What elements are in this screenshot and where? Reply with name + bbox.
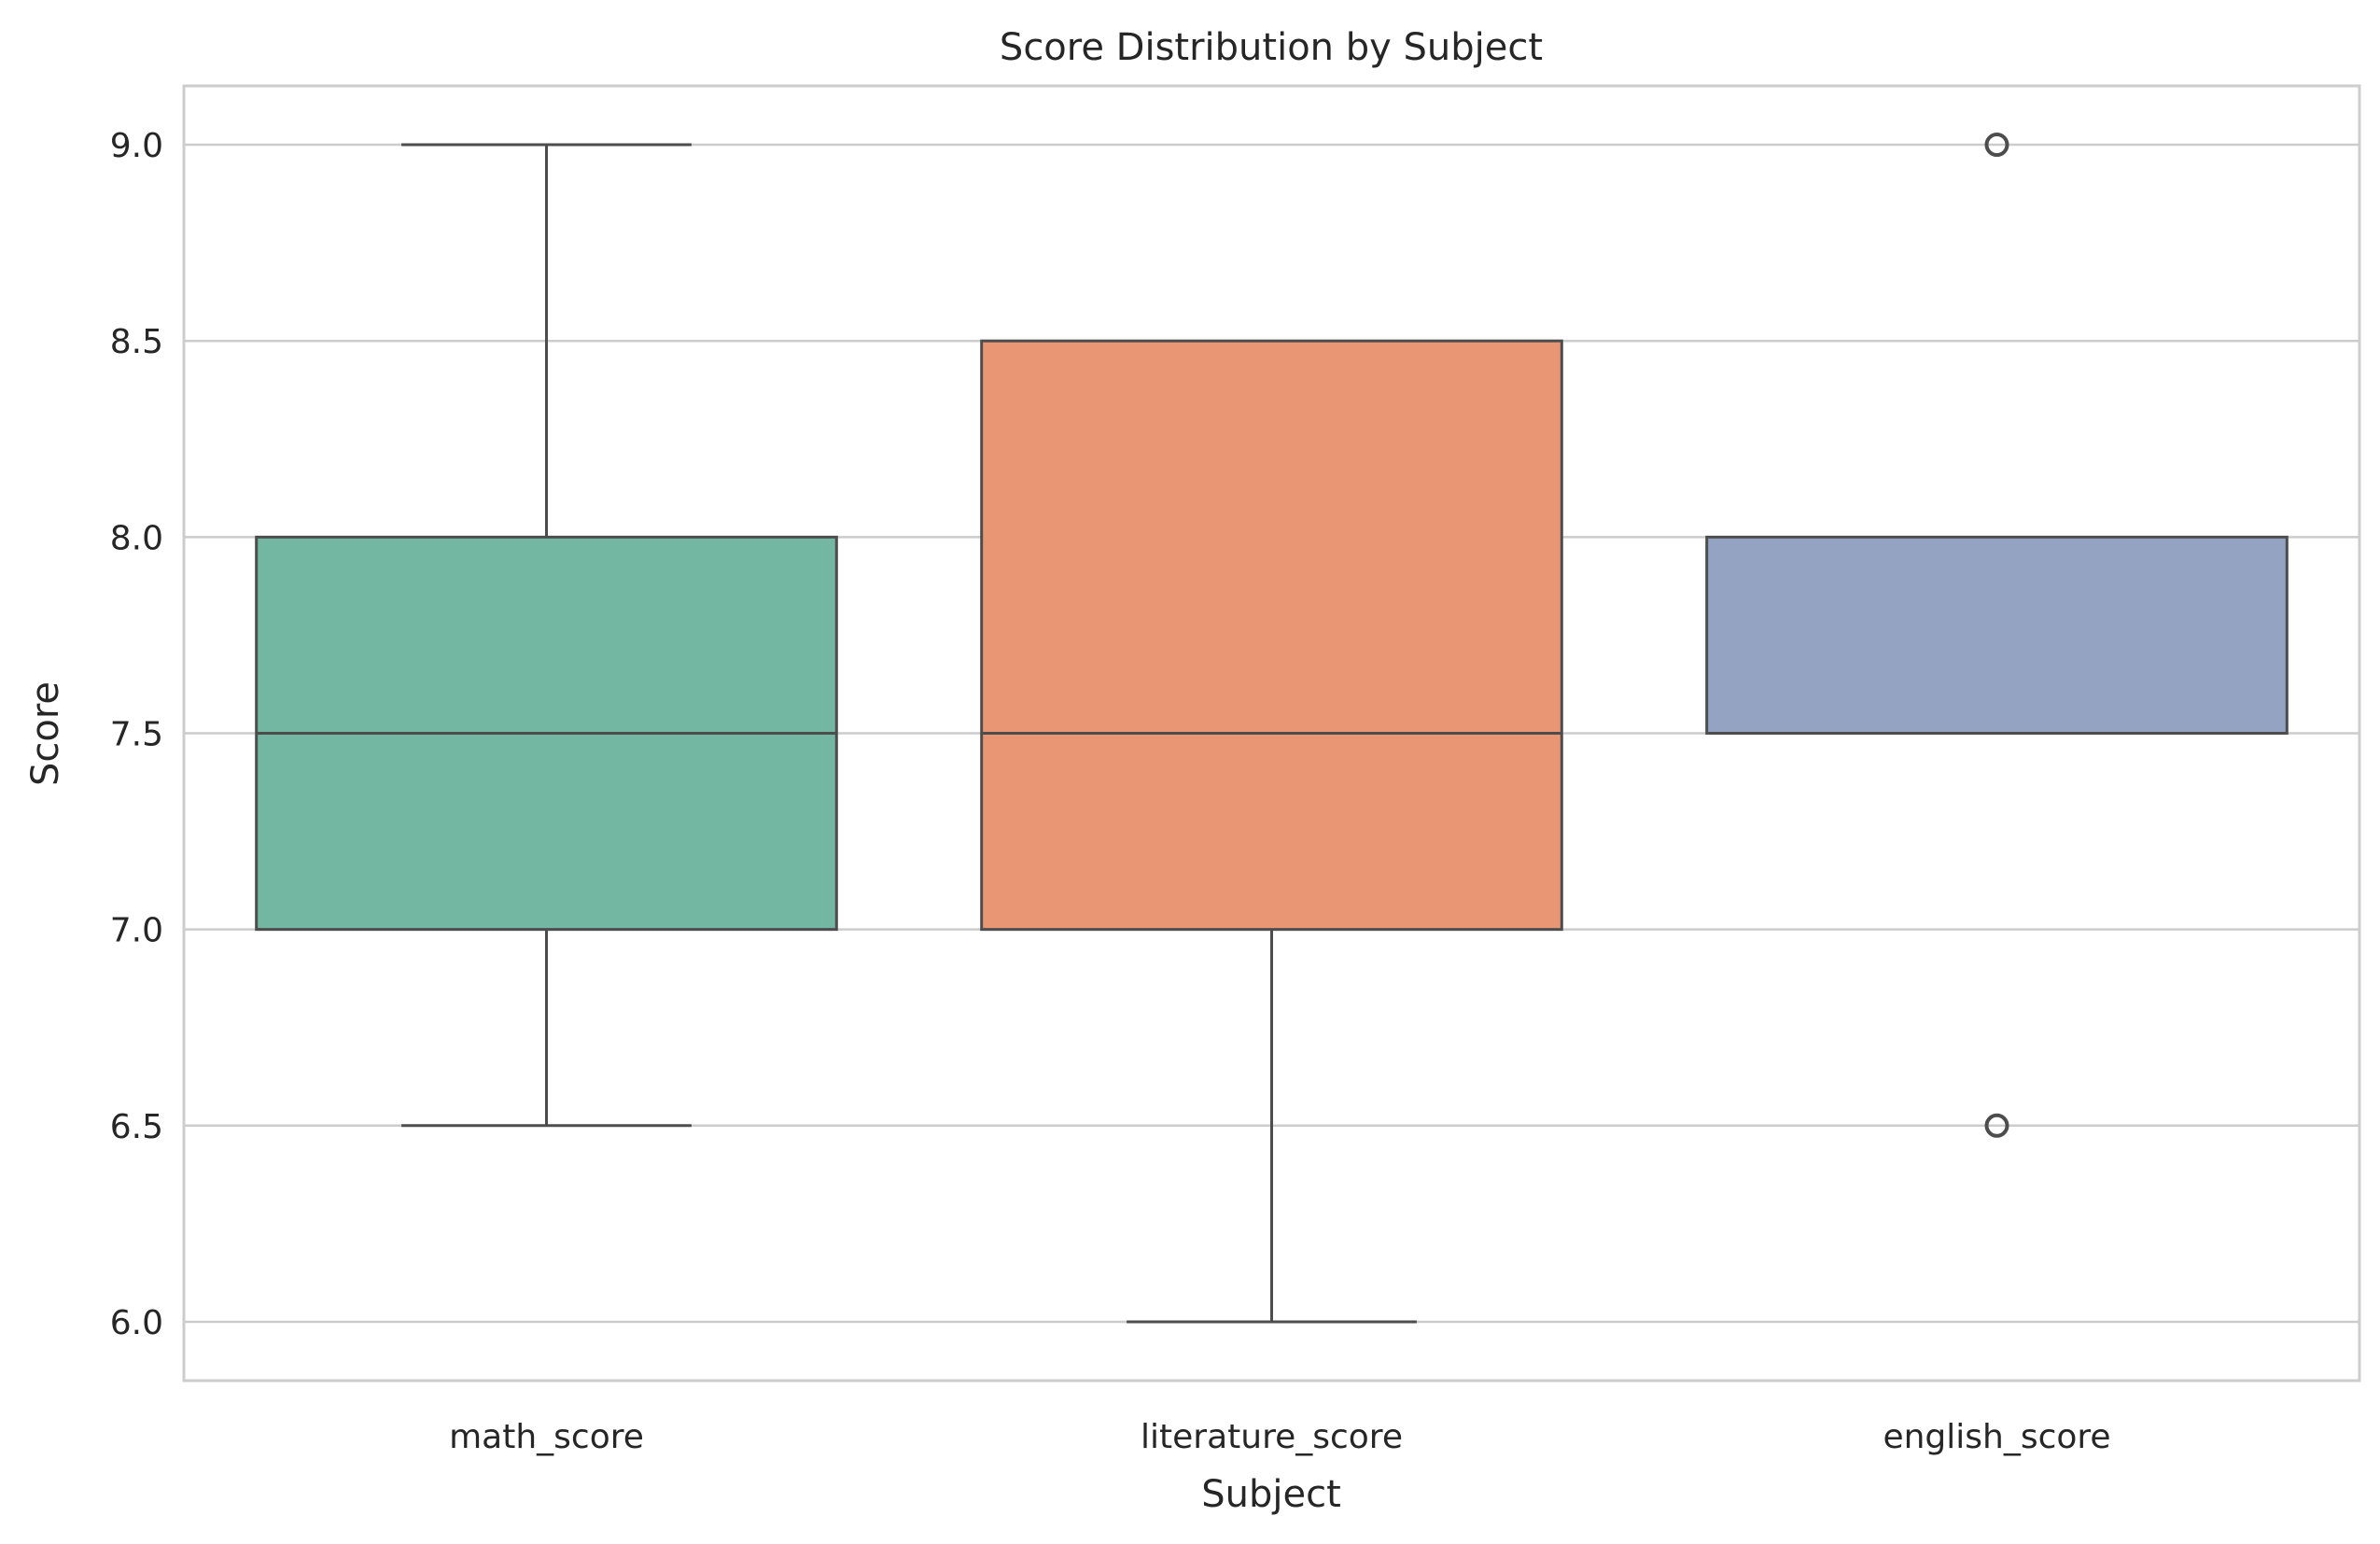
box-iqr bbox=[1705, 535, 2289, 736]
x-tick-label: math_score bbox=[449, 1418, 644, 1456]
y-tick-label: 6.0 bbox=[110, 1304, 163, 1342]
y-tick-label: 9.0 bbox=[110, 127, 163, 165]
y-tick-label: 6.5 bbox=[110, 1108, 163, 1146]
x-tick-labels: math_score literature_score english_score bbox=[449, 1418, 2110, 1456]
x-tick-label: literature_score bbox=[1141, 1418, 1403, 1456]
y-tick-labels: 6.0 6.5 7.0 7.5 8.0 8.5 9.0 bbox=[110, 127, 163, 1342]
chart-title: Score Distribution by Subject bbox=[1000, 26, 1543, 69]
outlier-point bbox=[1984, 1113, 2009, 1138]
box-group-literature-score bbox=[980, 339, 1563, 1324]
x-tick-label: english_score bbox=[1883, 1418, 2110, 1456]
box-iqr bbox=[980, 339, 1563, 932]
plot-frame bbox=[182, 84, 2361, 1383]
box-layer bbox=[255, 133, 2289, 1324]
y-tick-label: 7.0 bbox=[110, 912, 163, 950]
y-tick-label: 7.5 bbox=[110, 716, 163, 754]
box-group-math-score bbox=[255, 143, 838, 1128]
x-axis-label: Subject bbox=[1201, 1473, 1341, 1516]
box-group-english-score bbox=[1705, 133, 2289, 1138]
outlier-point bbox=[1984, 133, 2009, 158]
y-axis-label: Score bbox=[24, 681, 67, 786]
y-tick-label: 8.0 bbox=[110, 519, 163, 557]
y-tick-label: 8.5 bbox=[110, 323, 163, 361]
